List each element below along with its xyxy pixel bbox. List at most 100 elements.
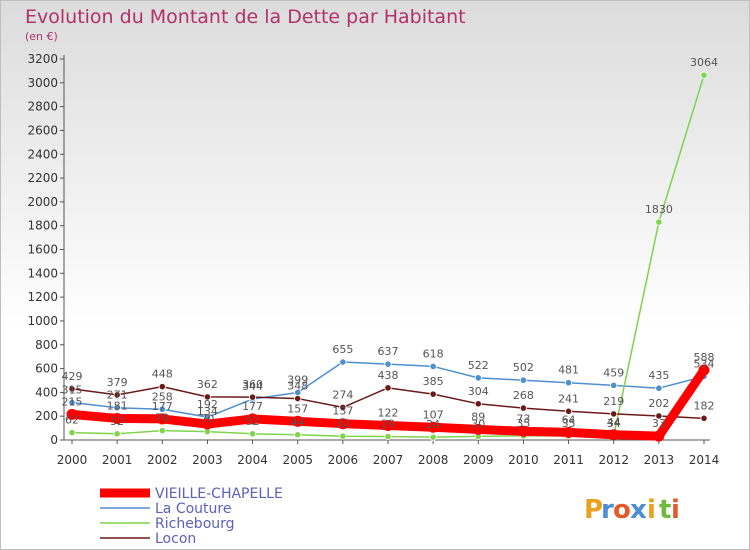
data-point xyxy=(472,423,484,435)
data-point xyxy=(655,384,663,392)
data-label: 137 xyxy=(332,405,353,418)
data-label: 258 xyxy=(152,390,173,403)
data-point xyxy=(68,398,76,407)
y-tick-label: 1400 xyxy=(27,266,58,280)
data-point xyxy=(429,362,437,371)
x-tick-label: 2003 xyxy=(192,453,223,467)
y-tick-label: 1800 xyxy=(27,219,58,233)
data-point xyxy=(429,433,437,441)
data-label: 271 xyxy=(107,389,128,402)
data-label: 315 xyxy=(62,383,83,396)
data-point xyxy=(339,358,347,366)
data-label: 438 xyxy=(378,369,399,382)
data-point xyxy=(655,218,663,226)
data-label: 122 xyxy=(378,406,399,419)
data-label: 3064 xyxy=(690,56,718,69)
data-label: 618 xyxy=(423,347,444,360)
data-label: 274 xyxy=(332,388,353,401)
chart-title: Evolution du Montant de la Dette par Hab… xyxy=(25,6,466,28)
data-label: 481 xyxy=(558,364,579,377)
data-label: 73 xyxy=(516,412,530,425)
data-point xyxy=(384,432,392,441)
data-label: 52 xyxy=(110,415,124,428)
data-point xyxy=(203,393,212,401)
data-point xyxy=(384,384,392,392)
data-point xyxy=(698,364,710,376)
data-point xyxy=(248,430,257,438)
data-label: 459 xyxy=(603,366,624,379)
y-tick-label: 3000 xyxy=(27,76,58,90)
data-point xyxy=(384,360,392,368)
x-tick-label: 2012 xyxy=(598,453,629,467)
data-label: 268 xyxy=(513,389,534,402)
data-label: 32 xyxy=(336,417,350,430)
data-label: 44 xyxy=(607,416,621,429)
data-label: 34 xyxy=(607,417,621,430)
logo-letter: t xyxy=(659,495,671,525)
data-label: 435 xyxy=(648,369,669,382)
data-label: 429 xyxy=(62,370,83,383)
data-label: 62 xyxy=(65,414,79,427)
y-tick-label: 2800 xyxy=(27,100,58,114)
data-label: 379 xyxy=(107,376,128,389)
y-tick-label: 2000 xyxy=(27,195,58,209)
data-point xyxy=(563,426,575,438)
legend-label: Locon xyxy=(155,531,196,547)
data-point xyxy=(201,418,213,430)
data-label: 202 xyxy=(648,397,669,410)
data-label: 215 xyxy=(62,395,83,408)
data-point xyxy=(66,408,78,420)
axes: 0 200 400 600 800 1000 1200 1400 1600 1800 2000 220… xyxy=(27,52,719,467)
data-label: 192 xyxy=(197,398,218,411)
series-layer xyxy=(66,71,710,442)
data-labels: 315 271 258 192 344 399 655 637 618 522 502 481 459 4… xyxy=(62,56,719,431)
data-label: 502 xyxy=(513,361,534,374)
x-tick-label: 2013 xyxy=(644,453,675,467)
data-point xyxy=(294,394,302,403)
data-label: 655 xyxy=(332,343,353,356)
data-label: 52 xyxy=(246,415,260,428)
logo-letter: i xyxy=(671,495,680,525)
data-point xyxy=(700,414,708,422)
y-tick-label: 2600 xyxy=(27,123,58,137)
data-point xyxy=(564,379,573,387)
data-label: 181 xyxy=(107,399,128,412)
x-tick-label: 2006 xyxy=(328,453,359,467)
data-label: 70 xyxy=(200,413,214,426)
data-label: 157 xyxy=(287,402,308,415)
data-label: 360 xyxy=(242,378,263,391)
chart-subtitle: (en €) xyxy=(25,30,58,43)
x-tick-label: 2010 xyxy=(508,453,539,467)
data-point xyxy=(292,415,304,427)
data-point xyxy=(158,405,166,413)
data-label: 134 xyxy=(197,405,218,418)
data-point xyxy=(610,410,618,418)
logo-letter: r xyxy=(601,495,614,525)
x-tick-label: 2004 xyxy=(237,453,268,467)
y-tick-label: 400 xyxy=(35,385,58,399)
data-label: 588 xyxy=(694,351,715,364)
data-point xyxy=(519,376,528,384)
data-point xyxy=(653,430,665,442)
logo-letter: i xyxy=(647,495,656,525)
data-point xyxy=(474,374,482,382)
series-line-richebourg xyxy=(71,74,705,438)
data-point xyxy=(610,381,618,389)
legend-label: La Couture xyxy=(155,501,231,517)
data-label: 362 xyxy=(197,378,218,391)
data-point xyxy=(655,412,663,420)
data-label: 241 xyxy=(558,392,579,405)
data-point xyxy=(337,418,349,430)
data-label: 24 xyxy=(426,418,440,431)
data-label: 44 xyxy=(291,416,305,429)
data-point xyxy=(474,400,482,408)
x-tick-label: 2008 xyxy=(418,453,449,467)
data-label: 399 xyxy=(287,373,308,386)
data-point xyxy=(519,404,528,412)
data-label: 304 xyxy=(468,385,489,398)
data-point xyxy=(427,421,439,433)
y-tick-label: 600 xyxy=(35,362,58,376)
data-point xyxy=(68,429,76,437)
